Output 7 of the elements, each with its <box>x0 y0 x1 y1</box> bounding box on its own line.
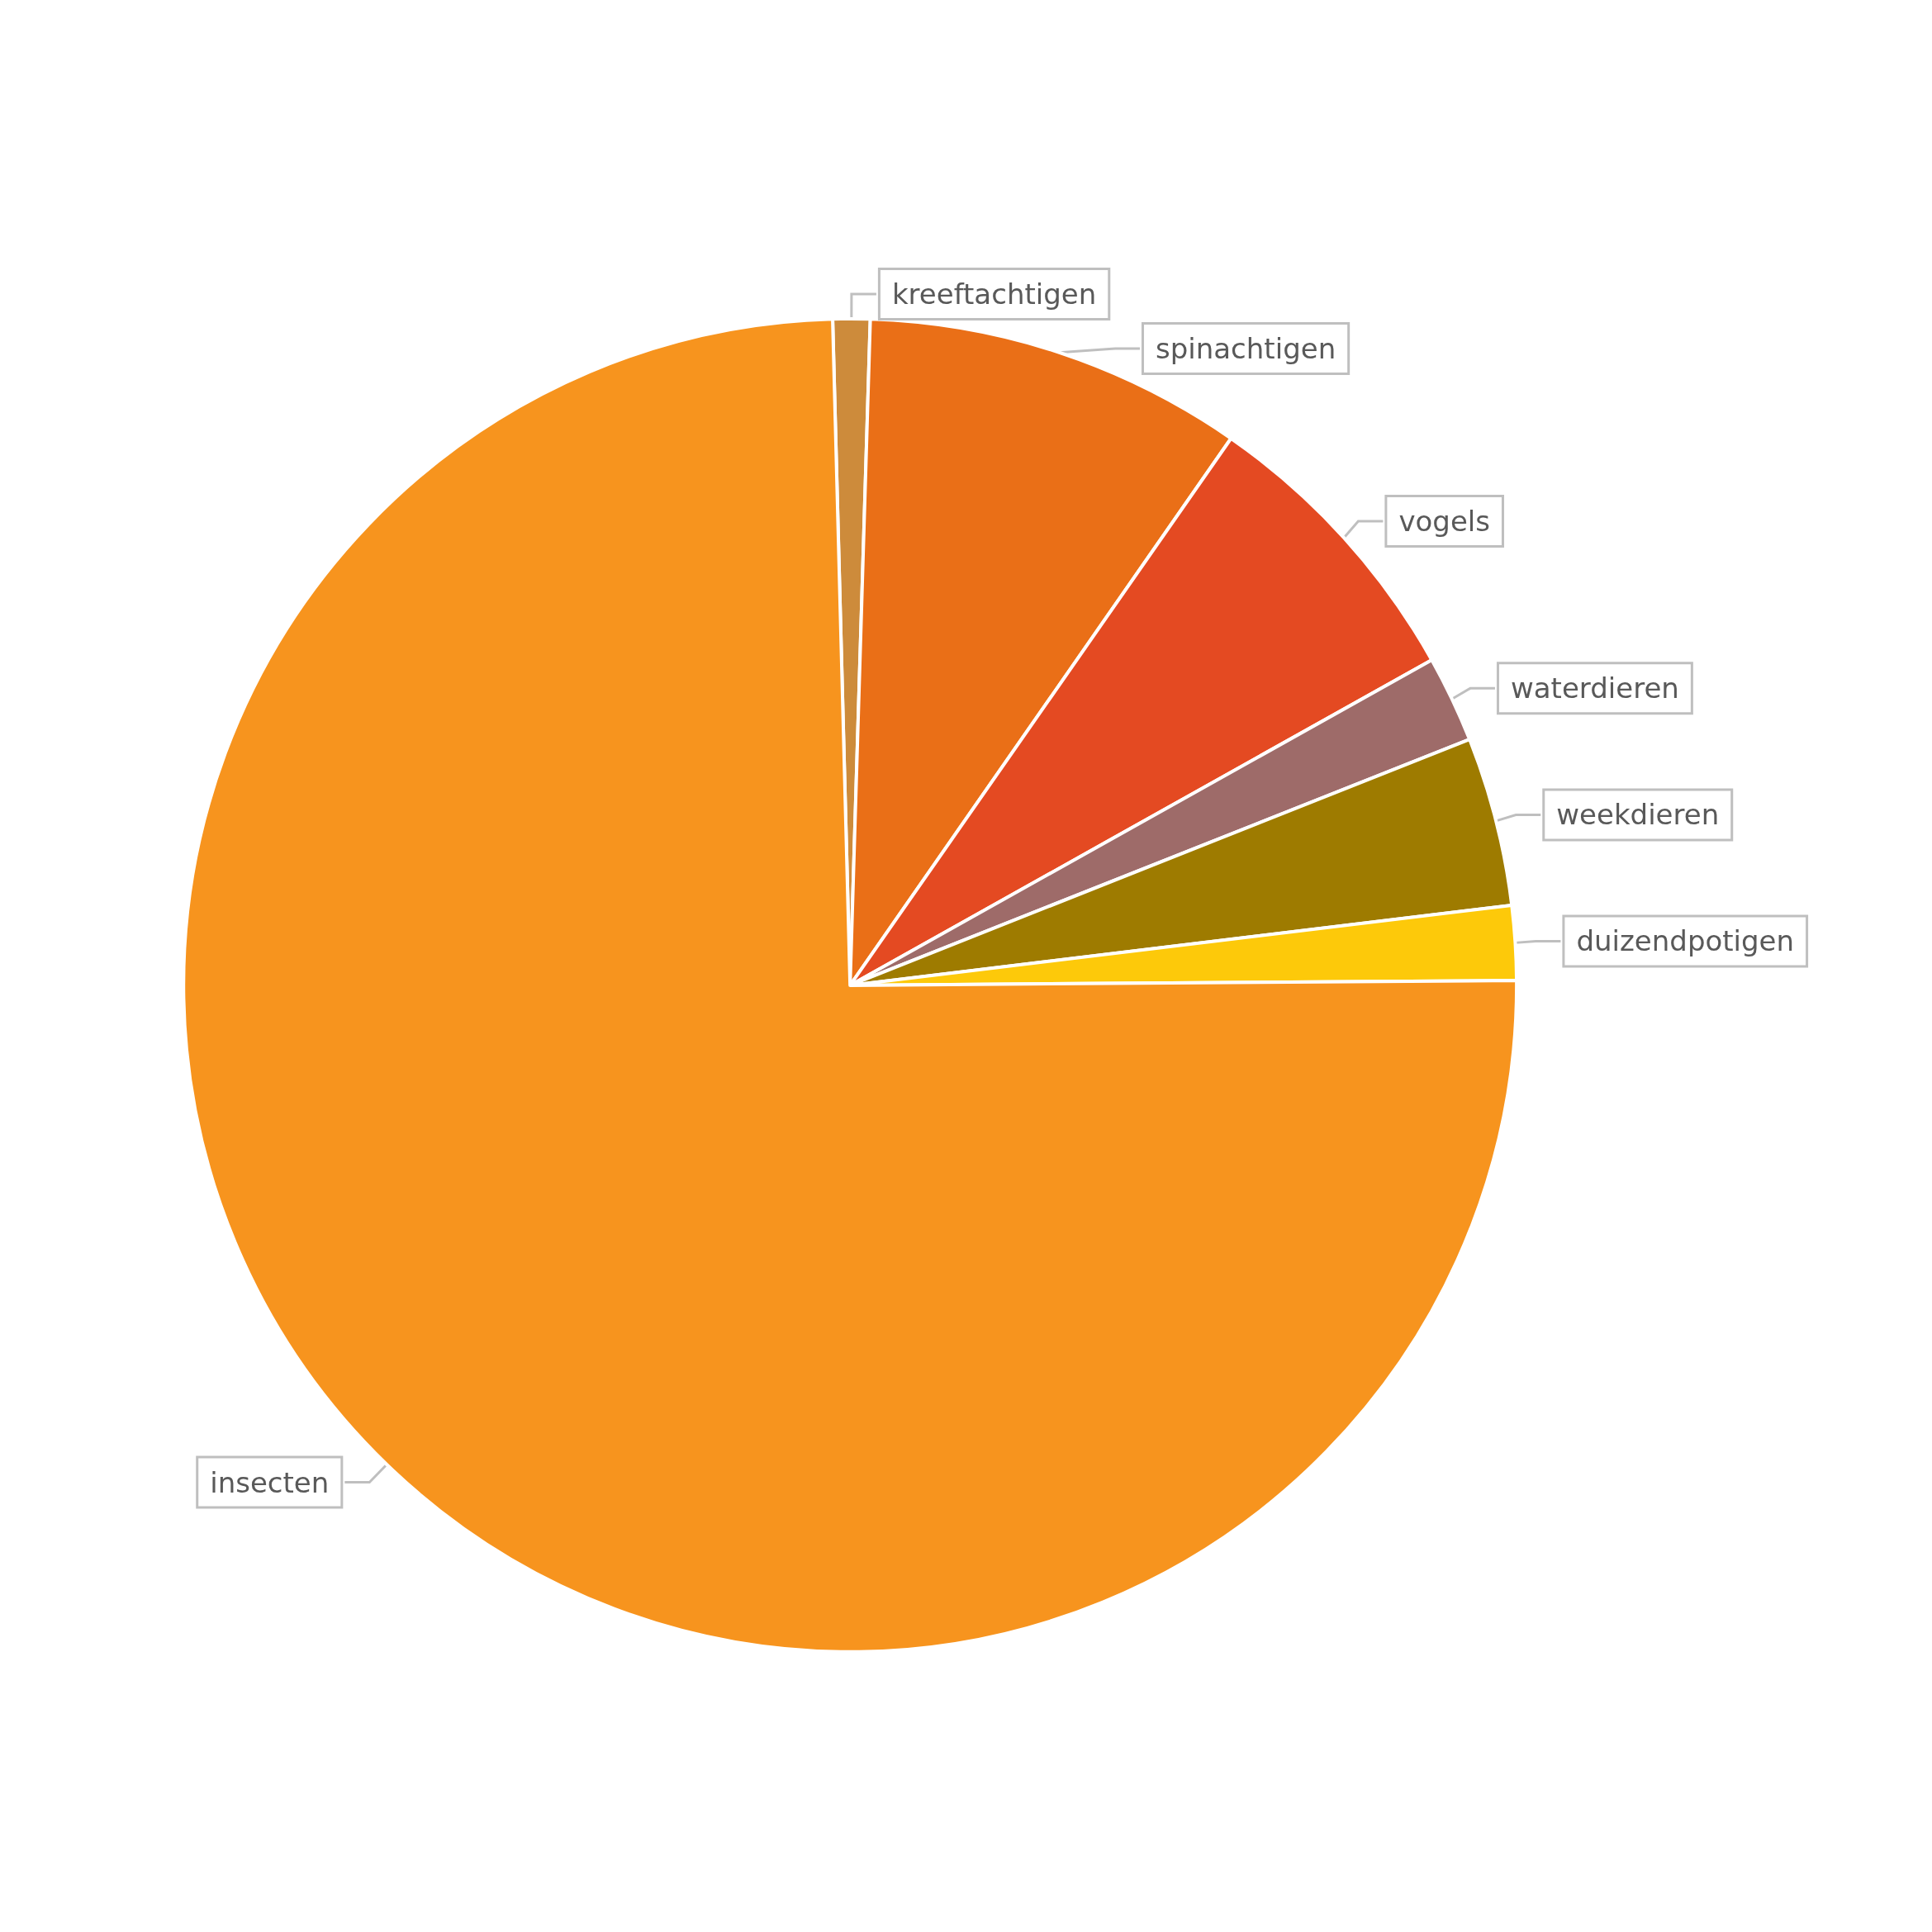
slice-label: vogels <box>1398 504 1490 538</box>
slice-label: weekdieren <box>1556 798 1720 832</box>
slice-label: duizendpotigen <box>1576 924 1795 958</box>
slice-label: spinachtigen <box>1155 331 1336 365</box>
slice-label: waterdieren <box>1510 672 1679 705</box>
slice-label: kreeftachtigen <box>891 277 1097 311</box>
slice-label: insecten <box>210 1465 330 1499</box>
